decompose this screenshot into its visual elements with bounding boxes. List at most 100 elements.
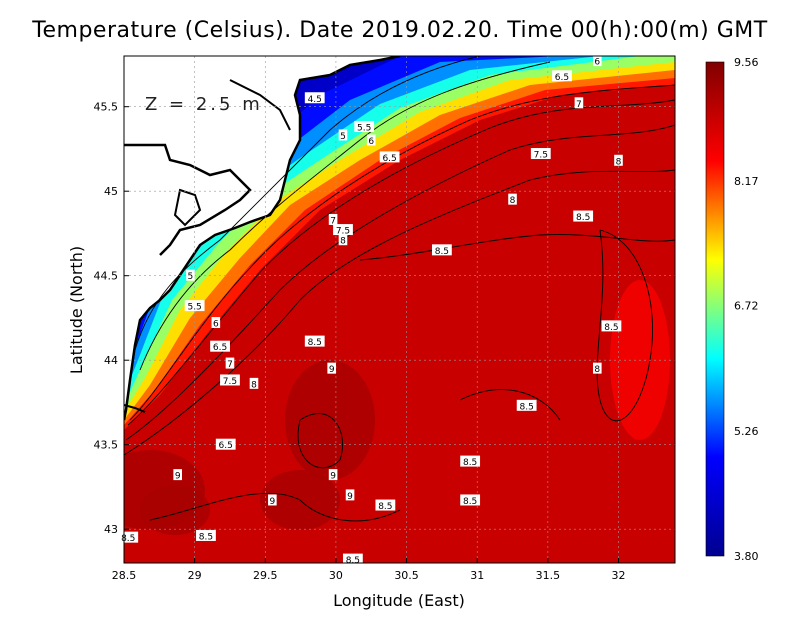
isotherm-line bbox=[459, 389, 561, 421]
contour-label: 8.5 bbox=[378, 502, 392, 512]
contour-label-bg bbox=[460, 455, 481, 467]
contour-label-bg bbox=[211, 317, 221, 329]
colorbar-tick-label: 3.80 bbox=[734, 550, 759, 563]
contour-label: 7 bbox=[330, 216, 336, 226]
contour-label-bg bbox=[375, 499, 396, 511]
contour-label: 5 bbox=[340, 132, 346, 142]
y-tick-label: 44.5 bbox=[94, 270, 119, 283]
contour-label-bg bbox=[552, 70, 572, 82]
contour-label: 8.5 bbox=[308, 338, 322, 348]
contour-label: 8.5 bbox=[519, 402, 533, 412]
contour-label-bg bbox=[220, 374, 240, 386]
bay-outline bbox=[124, 404, 146, 413]
y-tick-label: 43 bbox=[104, 523, 118, 536]
isotherm-line bbox=[297, 413, 344, 469]
contour-label: 9 bbox=[329, 365, 335, 375]
isotherm-line bbox=[134, 56, 481, 351]
y-tick-label: 44 bbox=[104, 354, 118, 367]
warm-core bbox=[285, 360, 375, 480]
contour-label-bg bbox=[516, 399, 537, 411]
contour-label: 8.5 bbox=[576, 213, 590, 223]
contour-label-bg bbox=[342, 553, 363, 565]
contour-label: 6 bbox=[594, 58, 600, 68]
coastline-outline bbox=[124, 56, 401, 421]
contour-label-bg bbox=[592, 55, 602, 67]
map-title: Temperature (Celsius). Date 2019.02.20. … bbox=[32, 18, 768, 43]
contour-label: 5.5 bbox=[187, 303, 201, 313]
contour-label-bg bbox=[338, 129, 348, 141]
x-tick-label: 32 bbox=[611, 569, 625, 582]
contour-label: 8.5 bbox=[463, 458, 477, 468]
x-axis-ticks: 28.5 29 29.5 30 30.5 31 31.5 32 bbox=[112, 558, 625, 582]
land-mass bbox=[124, 56, 400, 420]
contour-label: 7.5 bbox=[534, 151, 548, 161]
colorbar-tick-label: 9.56 bbox=[734, 56, 759, 69]
contour-label: 8.5 bbox=[199, 532, 213, 542]
contour-label-bg bbox=[327, 362, 336, 374]
isotherm-line bbox=[139, 61, 551, 371]
contour-label-bg bbox=[573, 210, 594, 222]
depth-label: Z = 2.5 m bbox=[145, 94, 263, 115]
contour-label-bg bbox=[431, 244, 452, 256]
river-outline bbox=[229, 79, 291, 131]
contour-label: 6.5 bbox=[219, 441, 233, 451]
contour-label-bg bbox=[530, 148, 551, 160]
contour-label-bg bbox=[592, 362, 602, 374]
colorbar-tick-label: 6.72 bbox=[734, 300, 759, 313]
contour-label-bg bbox=[304, 335, 325, 347]
contour-label-bg bbox=[614, 154, 623, 166]
contour-label: 7 bbox=[227, 360, 233, 370]
contour-label: 8 bbox=[340, 237, 346, 247]
colorbar-tick-label: 5.26 bbox=[734, 425, 759, 438]
contour-label-bg bbox=[460, 494, 481, 506]
colorbar-tick-label: 8.17 bbox=[734, 175, 759, 188]
y-axis-label: Latitude (North) bbox=[67, 246, 86, 374]
grid-lines bbox=[124, 56, 675, 563]
plot-frame bbox=[123, 55, 676, 564]
contour-label: 6.5 bbox=[382, 154, 396, 164]
contour-label: 9 bbox=[330, 472, 336, 482]
contour-label-bg bbox=[328, 469, 338, 481]
isotherm-line bbox=[149, 492, 401, 522]
contour-label: 5.5 bbox=[357, 123, 371, 133]
x-tick-label: 28.5 bbox=[112, 569, 137, 582]
contour-label-bg bbox=[508, 193, 517, 205]
contour-label-bg bbox=[249, 377, 259, 389]
contour-label-bg bbox=[601, 320, 622, 332]
contour-label-bg bbox=[186, 269, 195, 281]
x-tick-label: 31 bbox=[470, 569, 484, 582]
contour-label: 8 bbox=[510, 196, 516, 206]
contour-label: 4.5 bbox=[308, 95, 322, 105]
contour-label: 8 bbox=[594, 365, 600, 375]
contour-label-bg bbox=[225, 357, 235, 369]
isotherm-line bbox=[125, 124, 675, 441]
contour-label-bg bbox=[379, 151, 400, 163]
contour-label: 9 bbox=[347, 492, 353, 502]
contour-label-bg bbox=[366, 134, 376, 146]
x-axis-label: Longitude (East) bbox=[333, 591, 465, 610]
contour-label-bg bbox=[196, 529, 216, 541]
x-tick-label: 29 bbox=[188, 569, 202, 582]
contour-label: 8.5 bbox=[435, 247, 449, 257]
isotherm-line bbox=[129, 84, 675, 421]
lake-outline bbox=[173, 188, 202, 227]
contour-label: 9 bbox=[269, 497, 275, 507]
isotherm-line bbox=[359, 234, 675, 261]
contour-label-bg bbox=[338, 234, 348, 246]
contour-label: 8.5 bbox=[463, 497, 477, 507]
contour-label-bg bbox=[210, 340, 230, 352]
contour-label-bg bbox=[268, 494, 277, 506]
x-tick-label: 31.5 bbox=[536, 569, 561, 582]
warm-core bbox=[140, 485, 210, 535]
contour-label-bg bbox=[304, 92, 325, 104]
contour-label-bg bbox=[184, 300, 205, 312]
y-tick-label: 45 bbox=[104, 185, 118, 198]
contour-label-bg bbox=[215, 438, 236, 450]
contour-label-bg bbox=[173, 469, 182, 481]
contour-label: 8.5 bbox=[346, 556, 360, 566]
colorbar-labels: 9.56 8.17 6.72 5.26 3.80 bbox=[734, 56, 759, 563]
x-tick-label: 30 bbox=[329, 569, 343, 582]
contour-label-bg bbox=[328, 213, 338, 225]
contour-label: 7.5 bbox=[336, 227, 350, 237]
